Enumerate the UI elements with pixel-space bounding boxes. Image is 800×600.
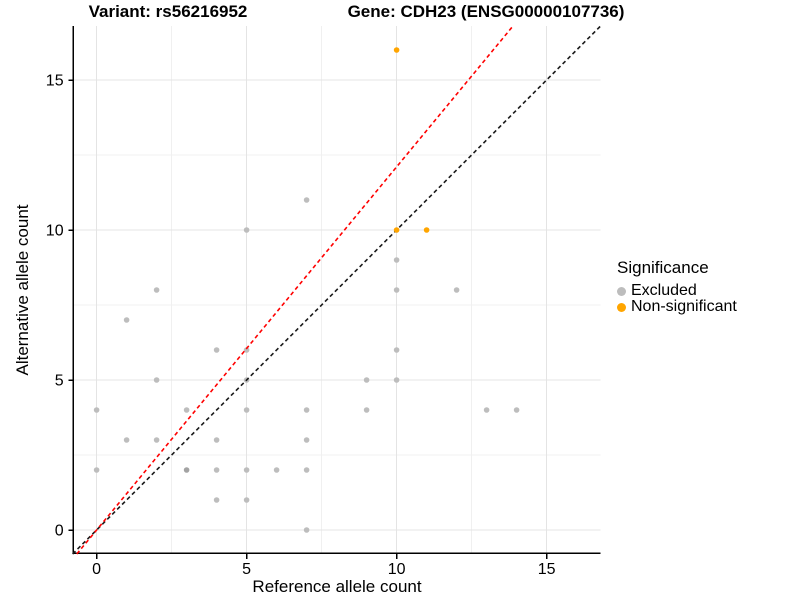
data-point-excluded xyxy=(303,437,310,443)
x-axis-title: Reference allele count xyxy=(252,577,422,596)
data-point-excluded xyxy=(363,407,370,413)
excluded-points-layer xyxy=(93,197,520,533)
data-point-excluded xyxy=(393,347,400,353)
axis-tick-labels: 0 5 10 15 0 5 10 15 xyxy=(46,73,556,579)
excluded-legend-dot-icon xyxy=(617,286,626,296)
legend-item-label: Non-significant xyxy=(631,298,737,315)
y-tick-label: 5 xyxy=(55,373,64,390)
plot-title-variant: Variant: rs56216952 xyxy=(88,2,248,21)
legend-item-label: Excluded xyxy=(631,282,697,299)
minor-gridlines xyxy=(72,26,601,554)
axis-tick-marks xyxy=(68,79,548,559)
data-point-excluded xyxy=(123,437,130,443)
data-point-excluded xyxy=(363,377,370,383)
data-point-excluded xyxy=(243,347,250,353)
axis-lines xyxy=(72,26,601,555)
data-point-excluded xyxy=(183,467,190,473)
data-point-excluded xyxy=(243,227,250,233)
legend: Significance Excluded Non-significant xyxy=(617,258,737,315)
y-tick-label: 15 xyxy=(46,73,64,90)
data-point-excluded xyxy=(393,287,400,293)
data-point-excluded xyxy=(243,467,250,473)
data-point-excluded xyxy=(513,407,520,413)
data-point-excluded xyxy=(153,377,160,383)
nonsignificant-points-layer xyxy=(393,47,430,233)
data-point-excluded xyxy=(243,497,250,503)
major-gridlines xyxy=(72,26,601,554)
data-point-excluded xyxy=(213,497,220,503)
x-tick-label: 0 xyxy=(92,561,101,578)
data-point-excluded xyxy=(303,527,310,533)
data-point-excluded xyxy=(453,287,460,293)
data-point-excluded xyxy=(213,437,220,443)
data-point-excluded xyxy=(303,197,310,203)
data-point-excluded xyxy=(303,467,310,473)
data-point-excluded xyxy=(123,317,130,323)
x-tick-label: 15 xyxy=(538,561,556,578)
data-point-excluded xyxy=(243,407,250,413)
legend-item-nonsignificant: Non-significant xyxy=(617,299,737,315)
plot-title-gene: Gene: CDH23 (ENSG00000107736) xyxy=(347,2,625,21)
data-point-excluded xyxy=(153,437,160,443)
y-tick-label: 0 xyxy=(55,523,64,540)
data-point-excluded xyxy=(93,467,100,473)
data-point-excluded xyxy=(213,347,220,353)
data-point-excluded xyxy=(183,407,190,413)
x-tick-label: 10 xyxy=(388,561,406,578)
data-point-nonsignificant xyxy=(423,227,430,233)
reference-lines-layer xyxy=(72,25,602,555)
data-point-excluded xyxy=(93,407,100,413)
data-point-excluded xyxy=(153,287,160,293)
x-tick-label: 5 xyxy=(242,561,251,578)
data-point-excluded xyxy=(393,377,400,383)
data-point-excluded xyxy=(213,467,220,473)
data-point-nonsignificant xyxy=(393,47,400,53)
identity-line xyxy=(72,25,602,555)
data-point-nonsignificant xyxy=(393,227,400,233)
data-point-excluded xyxy=(393,257,400,263)
nonsignificant-legend-dot-icon xyxy=(617,302,626,312)
y-axis-title: Alternative allele count xyxy=(13,204,32,376)
data-point-excluded xyxy=(273,467,280,473)
legend-title: Significance xyxy=(617,258,709,277)
y-tick-label: 10 xyxy=(46,223,64,240)
fit-line xyxy=(76,25,514,555)
legend-item-excluded: Excluded xyxy=(617,283,737,299)
data-point-excluded xyxy=(483,407,490,413)
data-point-excluded xyxy=(303,407,310,413)
